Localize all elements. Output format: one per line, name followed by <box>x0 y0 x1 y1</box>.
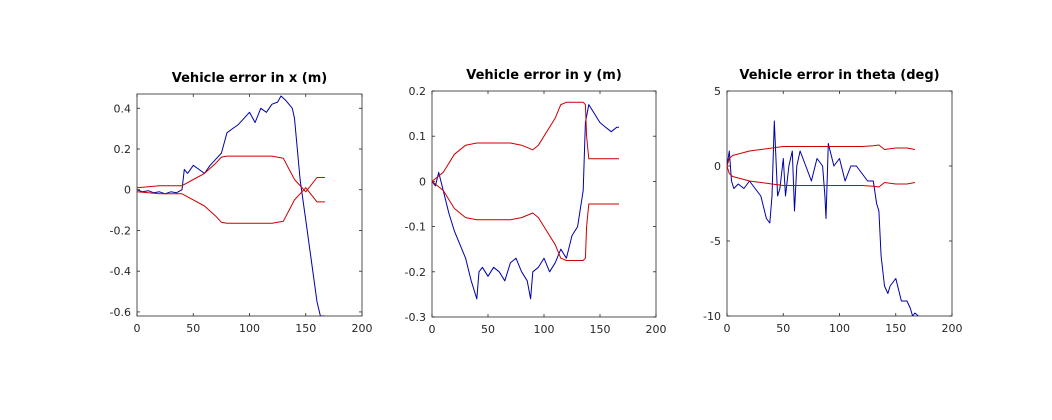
x-tick-label: 150 <box>295 322 316 335</box>
x-tick-label: 100 <box>534 323 555 336</box>
x-tick-label: 200 <box>942 322 963 335</box>
chart-title: Vehicle error in y (m) <box>466 68 622 83</box>
error-series-line <box>432 104 619 300</box>
x-tick-label: 0 <box>134 322 141 335</box>
y-tick-label: 0.1 <box>409 130 427 143</box>
chart-title: Vehicle error in theta (deg) <box>739 68 939 83</box>
x-tick-label: 50 <box>186 322 200 335</box>
chart-1: Vehicle error in x (m) 0 50 100 150 200 -0.6 -0… <box>110 71 373 335</box>
x-tick-label: 0 <box>724 322 731 335</box>
bound-series-line <box>727 144 915 167</box>
y-tick-label: -5 <box>710 235 721 248</box>
x-tick-label: 100 <box>239 322 260 335</box>
error-series-line <box>137 95 325 316</box>
chart-title: Vehicle error in x (m) <box>172 71 327 86</box>
bound-series-line <box>727 165 915 188</box>
y-tick-label: 0.2 <box>114 143 132 156</box>
axes-box <box>136 93 363 317</box>
x-tick-label: 150 <box>885 322 906 335</box>
y-tick-label: -10 <box>703 310 721 323</box>
axes-box <box>431 90 657 318</box>
y-tick-label: 0.2 <box>409 85 427 98</box>
bound-series-line <box>137 155 325 193</box>
y-tick-label: -0.1 <box>405 221 426 234</box>
axes-box <box>726 90 953 317</box>
y-tick-label: 0 <box>714 160 721 173</box>
y-tick-label: 0 <box>124 184 131 197</box>
x-tick-label: 150 <box>590 323 611 336</box>
x-tick-label: 0 <box>429 323 436 336</box>
x-tick-label: 50 <box>481 323 495 336</box>
x-tick-label: 100 <box>829 322 850 335</box>
y-tick-label: 5 <box>714 85 721 98</box>
error-series-line <box>727 120 919 316</box>
x-tick-label: 200 <box>646 323 667 336</box>
bound-series-line <box>432 181 619 261</box>
x-tick-label: 50 <box>776 322 790 335</box>
y-tick-label: -0.2 <box>405 266 426 279</box>
chart-2: Vehicle error in y (m) 0 50 100 150 200 -0.3 -0… <box>405 68 667 336</box>
y-tick-label: 0 <box>419 175 426 188</box>
y-tick-label: -0.4 <box>110 265 131 278</box>
x-tick-label: 200 <box>352 322 373 335</box>
y-tick-label: -0.6 <box>110 306 131 319</box>
y-tick-label: -0.2 <box>110 224 131 237</box>
chart-3: Vehicle error in theta (deg)0 50 100 150 200… <box>703 68 962 335</box>
y-tick-label: 0.4 <box>114 102 132 115</box>
bound-series-line <box>137 187 325 224</box>
bound-series-line <box>432 101 619 182</box>
y-tick-label: -0.3 <box>405 311 426 324</box>
